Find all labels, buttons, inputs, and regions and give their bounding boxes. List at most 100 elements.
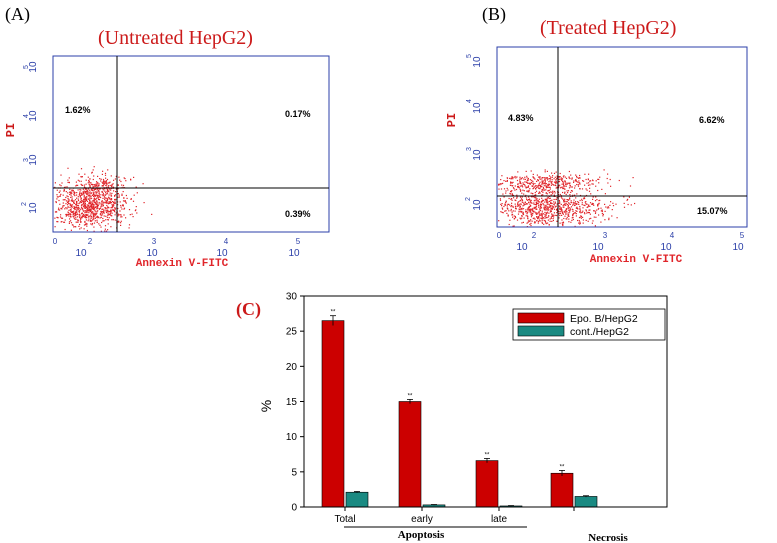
scatter-dot xyxy=(571,190,573,192)
scatter-dot xyxy=(567,190,570,192)
scatter-dot xyxy=(544,178,546,180)
scatter-dot xyxy=(83,190,85,192)
scatter-dot xyxy=(584,197,586,200)
panel-b-frame xyxy=(496,46,748,228)
scatter-dot xyxy=(536,200,538,202)
scatter-dot xyxy=(79,193,81,195)
scatter-dot xyxy=(547,222,549,224)
scatter-dot xyxy=(517,186,519,188)
scatter-dot xyxy=(577,185,580,187)
scatter-dot xyxy=(562,182,564,184)
scatter-dot xyxy=(92,217,94,219)
scatter-dot xyxy=(76,208,78,210)
scatter-dot xyxy=(592,203,594,205)
scatter-dot xyxy=(96,210,98,212)
scatter-dot xyxy=(113,210,115,212)
scatter-dot xyxy=(94,209,96,211)
scatter-dot xyxy=(549,220,551,222)
scatter-dot xyxy=(101,185,103,187)
scatter-dot xyxy=(523,190,525,192)
scatter-dot xyxy=(589,205,591,207)
scatter-dot xyxy=(551,214,553,216)
scatter-dot xyxy=(546,170,548,172)
scatter-dot xyxy=(88,179,90,182)
scatter-dot xyxy=(534,207,536,210)
scatter-dot xyxy=(529,179,531,181)
panel-b-y-tick-exp: 3 xyxy=(466,147,473,151)
scatter-dot xyxy=(63,205,65,207)
scatter-dot xyxy=(75,218,77,220)
scatter-dot xyxy=(81,217,83,219)
scatter-dot xyxy=(569,182,571,184)
scatter-dot xyxy=(561,197,563,199)
scatter-dot xyxy=(539,214,541,216)
scatter-dot xyxy=(570,201,572,203)
scatter-dot xyxy=(74,192,76,194)
scatter-dot xyxy=(575,174,577,176)
scatter-dot xyxy=(592,183,594,185)
scatter-dot xyxy=(101,194,103,196)
scatter-dot xyxy=(93,175,95,177)
scatter-dot xyxy=(99,217,101,219)
scatter-dot xyxy=(511,202,513,204)
scatter-dot xyxy=(104,207,106,209)
scatter-dot xyxy=(108,188,110,190)
scatter-dot xyxy=(99,207,102,209)
scatter-dot xyxy=(527,179,529,181)
scatter-dot xyxy=(551,208,553,210)
scatter-dot xyxy=(566,199,568,201)
scatter-dot xyxy=(552,193,554,195)
scatter-dot xyxy=(568,203,570,205)
scatter-dot xyxy=(524,201,526,203)
scatter-dot xyxy=(104,188,106,190)
scatter-dot xyxy=(94,195,96,197)
scatter-dot xyxy=(563,175,565,177)
scatter-dot xyxy=(547,209,549,211)
scatter-dot xyxy=(516,197,518,199)
scatter-dot xyxy=(96,205,98,207)
scatter-dot xyxy=(570,221,572,223)
scatter-dot xyxy=(536,202,538,204)
scatter-dot xyxy=(499,199,502,201)
scatter-dot xyxy=(566,203,569,206)
scatter-dot xyxy=(542,177,544,179)
panel-b: (B) (Treated HepG2) PI Annexin V-FITC 4.… xyxy=(445,4,748,266)
scatter-dot xyxy=(110,209,112,211)
scatter-dot xyxy=(515,217,517,219)
panel-b-x-tick-base: 10 xyxy=(592,242,604,253)
panel-a-label: (A) xyxy=(5,4,30,25)
scatter-dot xyxy=(94,185,96,187)
scatter-dot xyxy=(548,197,550,200)
scatter-dot xyxy=(108,196,110,198)
scatter-dot xyxy=(549,205,551,207)
scatter-dot xyxy=(113,205,115,207)
panel-a-x-tick-base: 10 xyxy=(75,248,87,259)
scatter-dot xyxy=(524,203,526,206)
scatter-dot xyxy=(574,212,576,214)
scatter-dot xyxy=(548,203,550,205)
scatter-dot xyxy=(117,204,119,206)
scatter-dot xyxy=(102,184,105,186)
scatter-dot xyxy=(559,184,561,186)
scatter-dot xyxy=(103,215,105,217)
scatter-dot xyxy=(118,194,120,196)
scatter-dot xyxy=(522,221,524,223)
scatter-dot xyxy=(539,187,541,189)
scatter-dot xyxy=(563,217,565,220)
scatter-dot xyxy=(86,195,88,198)
scatter-dot xyxy=(541,190,543,192)
scatter-dot xyxy=(122,186,124,188)
scatter-dot xyxy=(534,211,536,213)
scatter-dot xyxy=(71,206,73,208)
scatter-dot xyxy=(105,230,108,232)
scatter-dot xyxy=(593,216,595,218)
scatter-dot xyxy=(108,201,110,203)
scatter-dot xyxy=(571,177,573,179)
scatter-dot xyxy=(582,210,584,212)
scatter-dot xyxy=(82,199,85,201)
scatter-dot xyxy=(522,212,524,214)
scatter-dot xyxy=(91,212,93,214)
scatter-dot xyxy=(93,197,95,199)
scatter-dot xyxy=(568,212,570,214)
scatter-dot xyxy=(623,202,625,204)
